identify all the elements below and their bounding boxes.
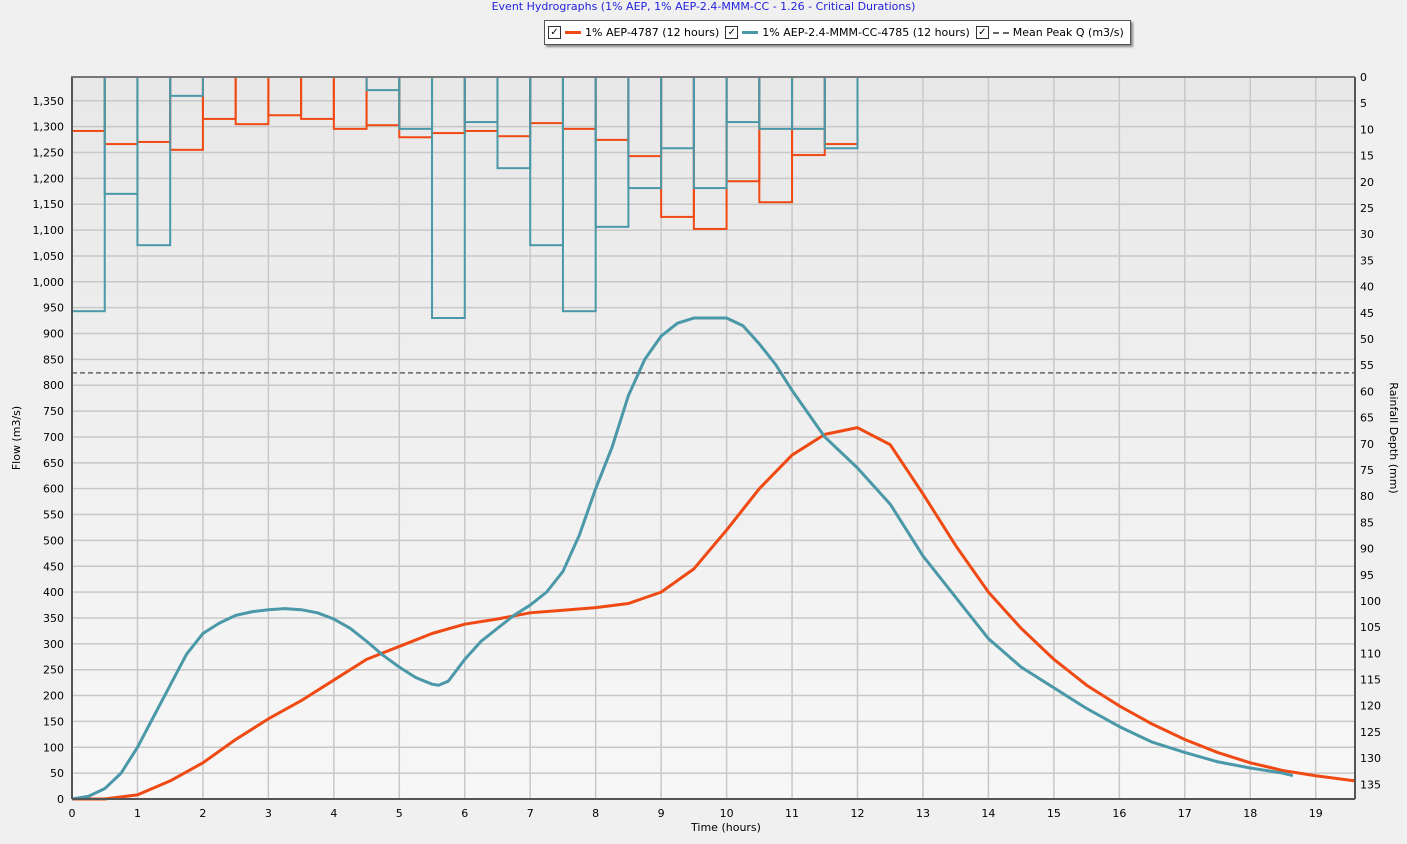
y2-tick-label: 95 — [1360, 569, 1374, 582]
x-tick-label: 17 — [1178, 807, 1192, 820]
x-tick-label: 14 — [981, 807, 995, 820]
y2-tick-label: 85 — [1360, 516, 1374, 529]
y2-tick-label: 105 — [1360, 621, 1381, 634]
y2-tick-label: 90 — [1360, 543, 1374, 556]
y-tick-label: 150 — [43, 715, 64, 728]
y-tick-label: 450 — [43, 560, 64, 573]
y2-tick-label: 40 — [1360, 281, 1374, 294]
legend-checkbox[interactable]: ✓ — [548, 26, 561, 39]
y-tick-label: 350 — [43, 612, 64, 625]
y-tick-label: 1,300 — [33, 121, 65, 134]
y-tick-label: 50 — [50, 767, 64, 780]
y-axis-label: Flow (m3/s) — [10, 406, 23, 470]
y2-tick-label: 10 — [1360, 123, 1374, 136]
x-tick-label: 19 — [1309, 807, 1323, 820]
y2-tick-label: 135 — [1360, 778, 1381, 791]
chart-title: Event Hydrographs (1% AEP, 1% AEP-2.4-MM… — [491, 0, 916, 13]
y2-tick-label: 55 — [1360, 359, 1374, 372]
legend-checkbox[interactable]: ✓ — [725, 26, 739, 39]
y2-tick-label: 120 — [1360, 700, 1381, 713]
x-axis-label: Time (hours) — [690, 821, 761, 834]
legend-item-aep[interactable]: ✓ 1% AEP-4787 (12 hours) — [548, 26, 719, 39]
x-tick-label: 11 — [785, 807, 799, 820]
x-tick-label: 13 — [916, 807, 930, 820]
y-tick-label: 750 — [43, 405, 64, 418]
x-tick-label: 10 — [720, 807, 734, 820]
y2-tick-label: 130 — [1360, 752, 1381, 765]
x-tick-label: 8 — [592, 807, 599, 820]
y-tick-label: 950 — [43, 302, 64, 315]
legend-checkbox[interactable]: ✓ — [975, 26, 989, 39]
y-tick-label: 1,350 — [33, 95, 65, 108]
x-tick-label: 2 — [199, 807, 206, 820]
y2-tick-label: 80 — [1360, 490, 1374, 503]
y2-tick-label: 50 — [1360, 333, 1374, 346]
legend: ✓ 1% AEP-4787 (12 hours) ✓ 1% AEP-2.4-MM… — [544, 20, 1131, 45]
x-tick-label: 4 — [330, 807, 337, 820]
y2-tick-label: 5 — [1360, 97, 1367, 110]
legend-swatch — [742, 31, 759, 34]
x-tick-label: 18 — [1243, 807, 1257, 820]
legend-label: Mean Peak Q (m3/s) — [1012, 26, 1124, 39]
y2-axis-label: Rainfall Depth (mm) — [1387, 382, 1400, 493]
y-tick-label: 650 — [43, 457, 64, 470]
y-tick-label: 300 — [43, 638, 64, 651]
y2-tick-label: 30 — [1360, 228, 1374, 241]
y2-tick-label: 20 — [1360, 176, 1374, 189]
y-tick-label: 550 — [43, 509, 64, 522]
y-tick-label: 0 — [57, 793, 64, 806]
legend-label: 1% AEP-2.4-MMM-CC-4785 (12 hours) — [762, 26, 970, 39]
y-tick-label: 900 — [43, 328, 64, 341]
x-tick-label: 0 — [69, 807, 76, 820]
y-tick-label: 800 — [43, 379, 64, 392]
y-tick-label: 1,050 — [33, 250, 65, 263]
y2-tick-label: 25 — [1360, 202, 1374, 215]
x-tick-label: 5 — [396, 807, 403, 820]
y2-tick-label: 110 — [1360, 647, 1381, 660]
legend-swatch — [565, 31, 581, 34]
y-tick-label: 1,150 — [33, 198, 65, 211]
y-tick-label: 1,250 — [33, 147, 65, 160]
x-tick-label: 7 — [527, 807, 534, 820]
x-tick-label: 15 — [1047, 807, 1061, 820]
y2-tick-label: 35 — [1360, 254, 1374, 267]
y-tick-label: 1,000 — [33, 276, 65, 289]
y-tick-label: 400 — [43, 586, 64, 599]
y-tick-label: 1,100 — [33, 224, 65, 237]
y-tick-label: 500 — [43, 534, 64, 547]
legend-item-cc[interactable]: ✓ 1% AEP-2.4-MMM-CC-4785 (12 hours) — [725, 26, 970, 39]
x-tick-label: 9 — [658, 807, 665, 820]
y2-tick-label: 125 — [1360, 726, 1381, 739]
x-tick-label: 3 — [265, 807, 272, 820]
y2-tick-label: 70 — [1360, 438, 1374, 451]
legend-label: 1% AEP-4787 (12 hours) — [585, 26, 720, 39]
x-tick-label: 6 — [461, 807, 468, 820]
y2-tick-label: 0 — [1360, 71, 1367, 84]
y2-tick-label: 60 — [1360, 385, 1374, 398]
hydrograph-line — [71, 316, 1294, 801]
x-tick-label: 12 — [851, 807, 865, 820]
y-tick-label: 1,200 — [33, 172, 65, 185]
y2-tick-label: 115 — [1360, 674, 1381, 687]
y2-tick-label: 65 — [1360, 412, 1374, 425]
x-tick-label: 16 — [1112, 807, 1126, 820]
legend-item-mean-peak[interactable]: ✓ Mean Peak Q (m3/s) — [975, 26, 1124, 39]
x-tick-label: 1 — [134, 807, 141, 820]
y2-tick-label: 15 — [1360, 150, 1374, 163]
y-tick-label: 700 — [43, 431, 64, 444]
legend-swatch — [992, 31, 1009, 34]
y-tick-label: 600 — [43, 483, 64, 496]
y-tick-label: 200 — [43, 690, 64, 703]
y2-tick-label: 75 — [1360, 464, 1374, 477]
plot-area — [72, 77, 1355, 799]
y-tick-label: 100 — [43, 741, 64, 754]
y2-tick-label: 45 — [1360, 307, 1374, 320]
y2-tick-label: 100 — [1360, 595, 1381, 608]
y-tick-label: 250 — [43, 664, 64, 677]
hydrograph-line — [72, 426, 1356, 801]
y-tick-label: 850 — [43, 353, 64, 366]
